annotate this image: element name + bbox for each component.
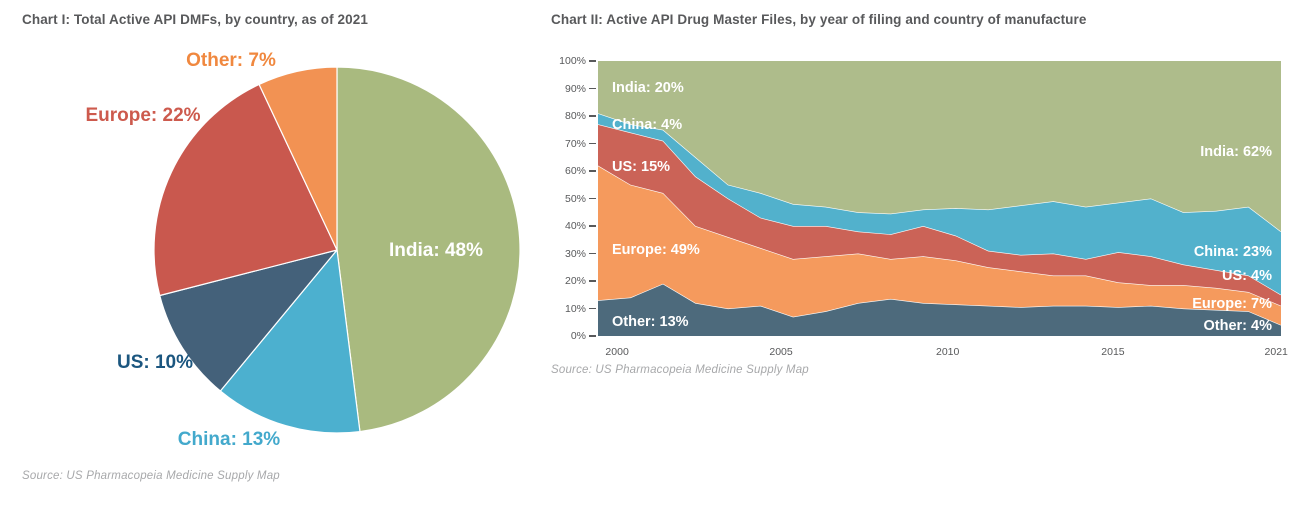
y-tick-mark — [589, 335, 596, 337]
y-tick-mark — [589, 197, 596, 200]
y-tick-label: 30% — [564, 247, 586, 260]
chart1-title: Chart I: Total Active API DMFs, by count… — [22, 12, 368, 27]
y-tick-mark — [589, 87, 596, 90]
pie-slice-us — [159, 249, 338, 392]
y-tick-label: 90% — [564, 82, 586, 95]
pie-slice-europe — [153, 83, 338, 297]
area-layer-us — [598, 124, 1281, 306]
x-tick-label: 2010 — [936, 346, 960, 358]
area-label-other-2021: Other: 4% — [1203, 318, 1273, 334]
y-tick-mark — [589, 115, 596, 117]
pie-slice-other — [258, 66, 338, 251]
x-tick-label: 2021 — [1264, 346, 1288, 358]
y-tick-mark — [589, 252, 596, 255]
area-label-other-2000: Other: 13% — [612, 314, 689, 330]
area-label-europe-2021: Europe: 7% — [1192, 296, 1272, 312]
y-tick-mark — [589, 225, 596, 227]
area-label-us-2000: US: 15% — [612, 159, 671, 175]
pie-slice-china — [219, 249, 361, 434]
y-tick-label: 50% — [564, 192, 586, 205]
y-tick-label: 40% — [564, 220, 586, 232]
pie-chart — [153, 66, 521, 434]
y-tick-label: 100% — [559, 55, 586, 67]
chart2-source: Source: US Pharmacopeia Medicine Supply … — [551, 364, 809, 376]
area-label-us-2021: US: 4% — [1222, 268, 1272, 284]
area-layer-europe — [598, 165, 1281, 325]
x-tick-label: 2015 — [1101, 346, 1125, 358]
area-layer-china — [598, 113, 1281, 295]
pie-label-us: US: 10% — [116, 352, 194, 373]
y-tick-mark — [589, 60, 596, 62]
y-tick-label: 60% — [564, 165, 586, 177]
area-label-china-2000: China: 4% — [612, 117, 683, 133]
y-tick-label: 70% — [564, 137, 586, 150]
area-layer-india — [598, 61, 1281, 232]
area-label-europe-2000: Europe: 49% — [612, 242, 700, 258]
y-tick-label: 10% — [564, 302, 586, 315]
area-label-india-2021: India: 62% — [1200, 144, 1272, 160]
x-tick-label: 2000 — [605, 346, 629, 358]
y-tick-mark — [589, 142, 596, 145]
chart1-source: Source: US Pharmacopeia Medicine Supply … — [22, 470, 280, 482]
pie-label-europe: Europe: 22% — [85, 105, 201, 126]
pie-label-other: Other: 7% — [186, 50, 276, 71]
area-label-india-2000: India: 20% — [612, 80, 684, 96]
pie-slice-india — [336, 66, 521, 433]
y-tick-label: 20% — [564, 275, 586, 287]
pie-label-china: China: 13% — [177, 429, 281, 450]
chart2-title: Chart II: Active API Drug Master Files, … — [551, 12, 1087, 27]
y-tick-mark — [589, 280, 596, 282]
x-tick-label: 2005 — [769, 346, 793, 358]
area-layer-other — [598, 283, 1281, 336]
pie-label-india: India: 48% — [389, 240, 483, 261]
area-label-china-2021: China: 23% — [1193, 244, 1272, 260]
y-tick-mark — [589, 170, 596, 172]
y-tick-label: 80% — [564, 110, 586, 122]
y-tick-label: 0% — [570, 330, 586, 342]
stacked-area-chart — [598, 61, 1281, 336]
y-tick-mark — [589, 307, 596, 310]
